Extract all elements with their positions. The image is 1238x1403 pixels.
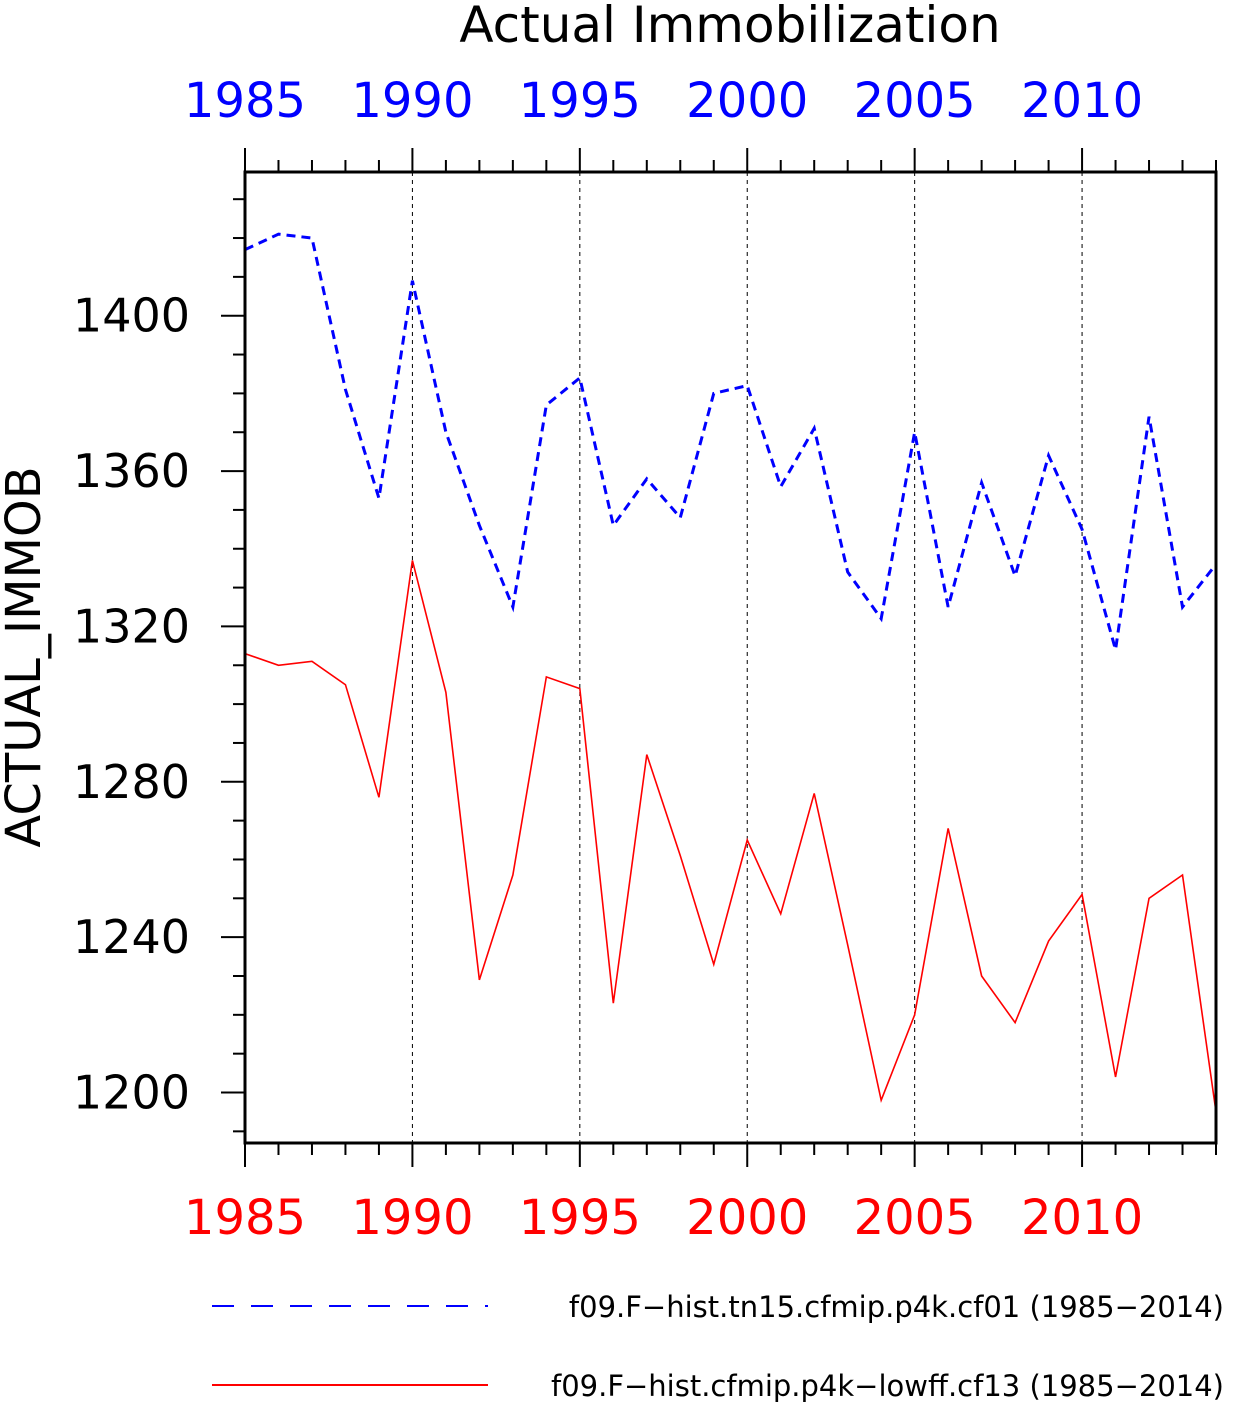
bottom-x-tick-label: 1995	[519, 1190, 641, 1246]
y-tick-label: 1320	[73, 599, 190, 653]
axis-ticks	[221, 148, 1217, 1167]
y-tick-label: 1200	[73, 1066, 190, 1120]
vertical-gridlines	[411, 172, 1083, 1143]
top-x-tick-label: 1995	[519, 73, 641, 129]
bottom-x-tick-label: 2000	[686, 1190, 808, 1246]
bottom-x-tick-label: 2010	[1021, 1190, 1143, 1246]
top-x-tick-label: 2010	[1021, 73, 1143, 129]
series-line-1	[245, 232, 1216, 651]
top-x-tick-label: 2000	[686, 73, 808, 129]
y-tick-label: 1400	[73, 289, 190, 343]
y-axis-label: ACTUAL_IMMOB	[0, 466, 52, 847]
legend-label-1: f09.F−hist.tn15.cfmip.p4k.cf01 (1985−201…	[569, 1290, 1224, 1324]
top-x-tick-label: 2005	[854, 73, 976, 129]
top-x-tick-label: 1985	[184, 73, 306, 129]
y-tick-label: 1360	[73, 444, 190, 498]
bottom-x-tick-labels: 1985 1990 1995 2000 2005 2010	[184, 1190, 1143, 1246]
series-line-2	[245, 560, 1216, 1113]
bottom-x-tick-label: 1990	[351, 1190, 473, 1246]
top-x-tick-label: 1990	[351, 73, 473, 129]
y-tick-label: 1240	[73, 910, 190, 964]
legend-label-2: f09.F−hist.cfmip.p4k−lowff.cf13 (1985−20…	[551, 1369, 1224, 1403]
top-x-tick-labels: 1985 1990 1995 2000 2005 2010	[184, 73, 1143, 129]
y-tick-label: 1280	[73, 755, 190, 809]
plot-frame	[243, 170, 1218, 1145]
chart-title: Actual Immobilization	[459, 0, 1000, 54]
bottom-x-tick-label: 1985	[184, 1190, 306, 1246]
y-tick-labels: 1200 1240 1280 1320 1360 1400	[73, 289, 190, 1120]
series-layer	[245, 232, 1216, 1113]
bottom-x-tick-label: 2005	[854, 1190, 976, 1246]
legend: f09.F−hist.tn15.cfmip.p4k.cf01 (1985−201…	[212, 1290, 1224, 1403]
